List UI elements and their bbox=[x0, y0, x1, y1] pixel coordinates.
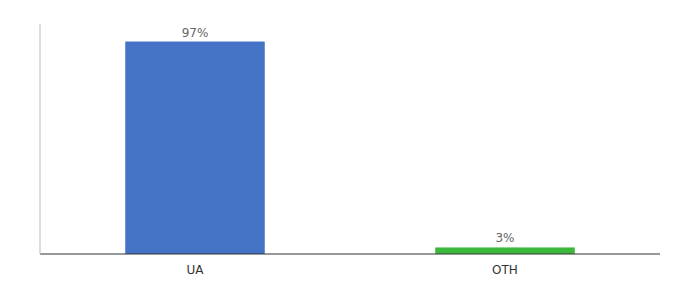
x-tick-label: UA bbox=[187, 263, 205, 277]
bar bbox=[435, 247, 575, 254]
bars bbox=[125, 42, 575, 254]
chart-svg: 97% 3% UA OTH bbox=[0, 0, 680, 300]
y-axis-line bbox=[40, 24, 41, 254]
bar bbox=[125, 42, 265, 254]
chart-container: 97% 3% UA OTH bbox=[0, 0, 680, 300]
x-tick-label: OTH bbox=[492, 263, 518, 277]
data-label: 97% bbox=[182, 26, 209, 40]
x-axis-line bbox=[40, 254, 660, 255]
data-label: 3% bbox=[495, 231, 514, 245]
